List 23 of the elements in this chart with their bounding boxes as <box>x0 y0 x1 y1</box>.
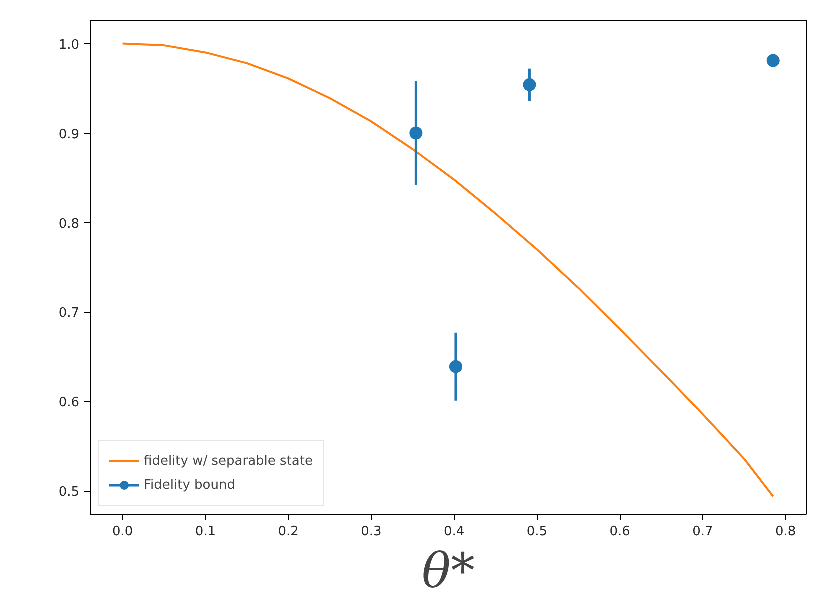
legend-label: Fidelity bound <box>144 478 236 492</box>
x-tick-label: 0.7 <box>692 524 714 540</box>
point <box>410 126 423 140</box>
y-tick-label: 0.7 <box>58 306 80 322</box>
x-axis-title: θ* <box>422 544 475 600</box>
point <box>523 78 536 92</box>
y-tick-label: 0.5 <box>58 485 80 500</box>
y-tick-label: 1.0 <box>58 38 80 53</box>
x-tick-label: 0.6 <box>610 524 630 540</box>
x-tick-label: 0.0 <box>112 524 134 540</box>
x-tick-label: 0.2 <box>278 524 299 540</box>
x-tick-label: 0.1 <box>195 524 216 540</box>
x-tick-label: 0.3 <box>361 524 382 540</box>
point <box>766 54 780 68</box>
point <box>449 360 462 374</box>
y-tick-label: 0.9 <box>58 127 80 142</box>
x-tick-label: 0.4 <box>444 524 465 540</box>
y-tick-label: 0.8 <box>58 216 80 232</box>
x-tick-label: 0.5 <box>526 524 548 540</box>
y-tick-label: 0.6 <box>58 396 80 411</box>
x-tick-label: 0.8 <box>775 524 796 540</box>
line-series <box>122 42 774 498</box>
legend-label: fidelity w/ separable state <box>144 454 313 468</box>
